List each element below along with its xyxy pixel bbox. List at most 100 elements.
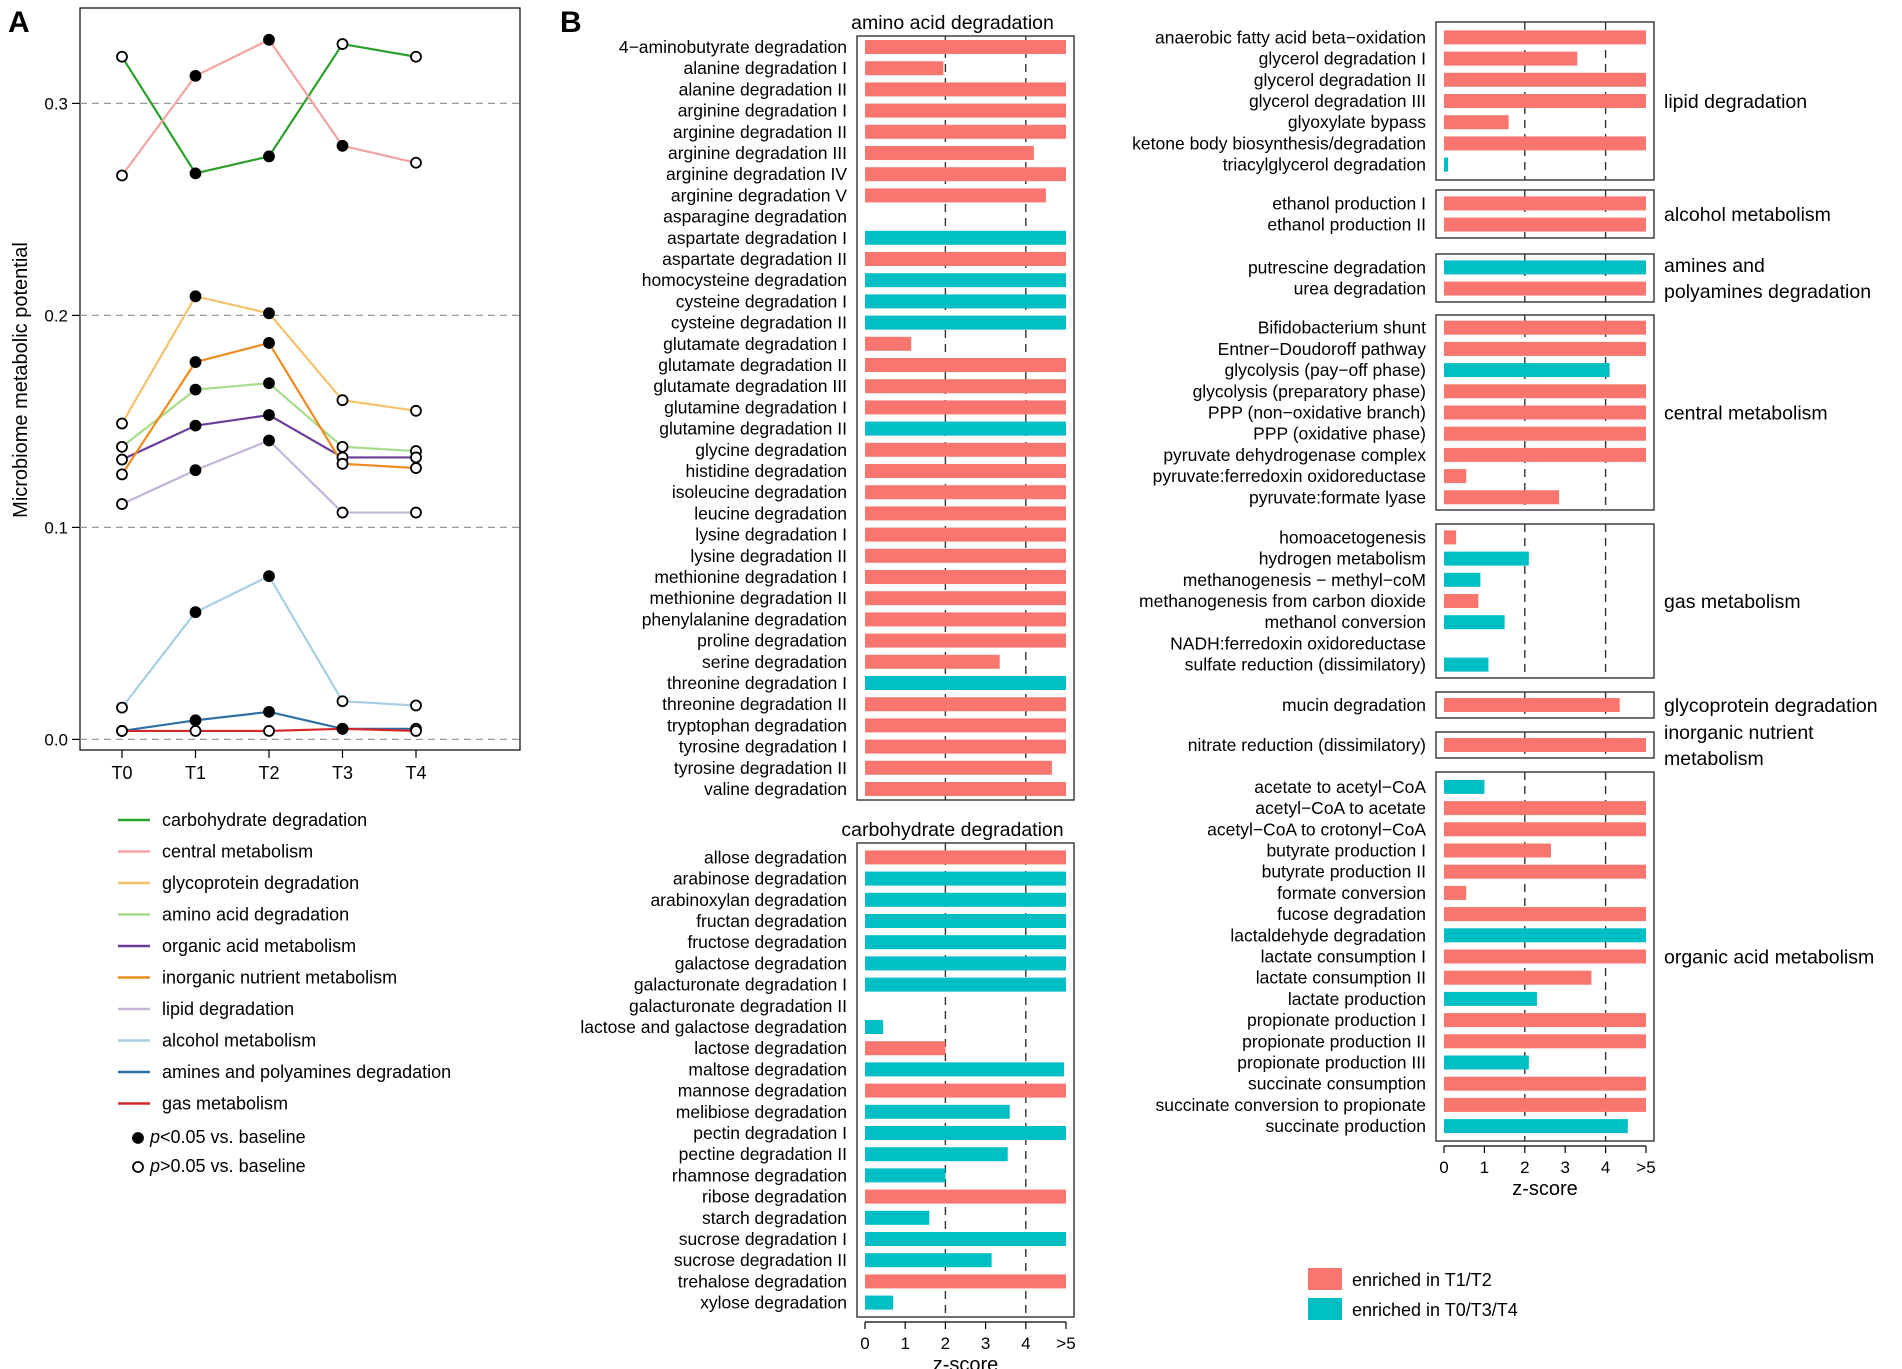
bar-label: acetyl−CoA to acetate <box>1255 798 1426 818</box>
group-title: alcohol metabolism <box>1664 204 1831 226</box>
nonsignificant-point <box>116 468 128 481</box>
group-title: central metabolism <box>1664 403 1828 425</box>
bar-label: lactose and galactose degradation <box>580 1017 847 1037</box>
significant-point <box>263 409 275 421</box>
bar <box>865 358 1066 372</box>
bar <box>865 1041 946 1056</box>
bar <box>865 146 1034 160</box>
bar <box>1444 363 1610 378</box>
bar-label: Entner−Doudoroff pathway <box>1218 339 1427 359</box>
bar-group: nitrate reduction (dissimilatory) inorgan… <box>1188 722 1814 770</box>
bar <box>1444 864 1646 879</box>
bar <box>865 676 1066 690</box>
bar <box>1444 698 1620 712</box>
bar <box>865 230 1066 245</box>
bar-label: NADH:ferredoxin oxidoreductase <box>1170 633 1426 653</box>
bar <box>1444 94 1646 108</box>
series-line <box>121 439 416 514</box>
bar-label: isoleucine degradation <box>672 482 847 502</box>
bar-label: glutamate degradation III <box>653 376 847 396</box>
bar-label: mannose degradation <box>678 1081 847 1101</box>
group-title: glycoprotein degradation <box>1664 695 1878 717</box>
significant-point <box>189 290 202 303</box>
bar-label: phenylalanine degradation <box>642 609 847 629</box>
bar <box>1444 136 1646 151</box>
legend-label: central metabolism <box>162 842 313 862</box>
nonsignificant-point <box>410 462 422 474</box>
group-frame <box>1435 21 1655 181</box>
bar <box>1444 405 1646 420</box>
bar-label: fructose degradation <box>687 932 847 952</box>
bar <box>1444 1034 1646 1049</box>
bar-label: sucrose degradation I <box>679 1229 847 1249</box>
bar <box>865 935 1066 950</box>
bar <box>865 485 1066 500</box>
group-frame <box>1435 253 1655 303</box>
legend-label: amines and polyamines degradation <box>162 1062 451 1082</box>
bar <box>865 1253 992 1268</box>
x-tick-label: T0 <box>111 763 132 783</box>
nonsignificant-point <box>116 725 128 737</box>
bar <box>865 188 1046 203</box>
nonsignificant-point <box>336 38 349 50</box>
bar <box>1444 1055 1529 1070</box>
bar-label: cysteine degradation I <box>676 291 847 311</box>
group-title: carbohydrate degradation <box>841 819 1063 841</box>
bar-label: cysteine degradation II <box>671 313 847 333</box>
bar-label: ethanol production I <box>1272 193 1426 213</box>
x-axis-label: z-score <box>933 1354 999 1369</box>
y-axis-label: Microbiome metabolic potential <box>10 242 32 518</box>
bar-label: galacturonate degradation I <box>634 975 847 995</box>
legend-label: enriched in T1/T2 <box>1352 1270 1492 1290</box>
group-title: inorganic nutrient <box>1664 722 1814 744</box>
bar-label: threonine degradation I <box>667 673 847 693</box>
bar-label: propionate production II <box>1242 1031 1426 1051</box>
legend-label: gas metabolism <box>162 1094 288 1114</box>
bar-label: triacylglycerol degradation <box>1223 155 1426 175</box>
bar <box>1444 30 1646 45</box>
bar <box>1444 341 1646 356</box>
bar <box>865 442 1066 457</box>
bar-label: sucrose degradation II <box>674 1250 847 1270</box>
nonsignificant-point <box>116 453 128 466</box>
group-title: organic acid metabolism <box>1664 947 1874 969</box>
bar-label: histidine degradation <box>685 461 847 481</box>
y-tick-label: 0.3 <box>44 94 68 113</box>
significant-point <box>263 33 275 46</box>
nonsignificant-point <box>263 725 275 737</box>
bar <box>865 977 1066 992</box>
bar <box>865 760 1052 775</box>
bar-label: arabinoxylan degradation <box>650 890 847 910</box>
legend-swatch <box>1308 1268 1342 1290</box>
bar-label: starch degradation <box>702 1208 847 1228</box>
bar-group: mucin degradation glycoprotein degradatio… <box>1282 691 1878 719</box>
bar <box>865 1104 1010 1119</box>
significant-point <box>189 69 202 82</box>
significant-point <box>263 307 275 320</box>
x-tick-label: T4 <box>405 763 426 783</box>
bar <box>865 124 1066 139</box>
bar <box>1444 885 1467 900</box>
bar <box>1444 530 1457 545</box>
sig-legend-marker <box>132 1132 144 1144</box>
bar-label: arginine degradation IV <box>666 164 847 184</box>
bar <box>865 591 1066 606</box>
bar-label: arginine degradation V <box>671 185 847 205</box>
group-frame <box>856 842 1075 1318</box>
nonsignificant-point <box>116 701 128 714</box>
legend-label: inorganic nutrient metabolism <box>162 968 397 988</box>
bar <box>865 1147 1008 1162</box>
bar-label: hydrogen metabolism <box>1259 549 1426 569</box>
bar <box>865 1274 1066 1289</box>
line-chart-legend: carbohydrate degradation central metaboli… <box>118 810 451 1176</box>
bar-label: glutamine degradation I <box>664 397 847 417</box>
nonsignificant-point <box>116 498 128 510</box>
bar-label: glyoxylate bypass <box>1288 112 1426 132</box>
bar-label: asparagine degradation <box>663 207 847 227</box>
bar <box>865 914 1066 928</box>
bar <box>865 315 1066 330</box>
bar <box>1444 594 1479 608</box>
bar-label: glutamine degradation II <box>659 419 847 439</box>
